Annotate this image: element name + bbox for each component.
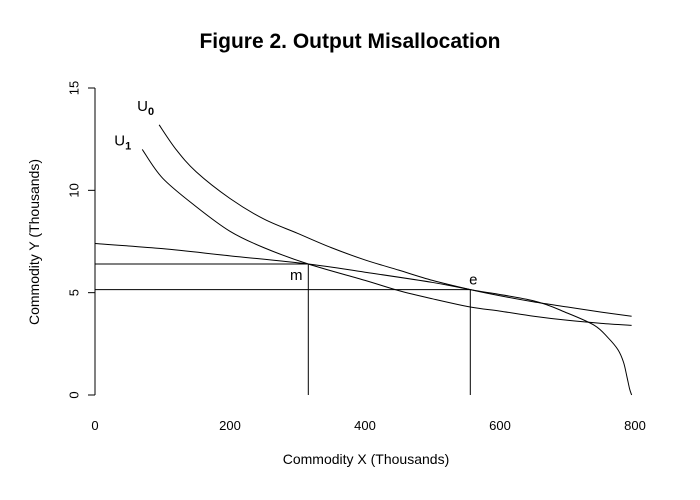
- y-axis-label: Commodity Y (Thousands): [26, 159, 42, 325]
- curve-label-u1: U1: [114, 132, 131, 152]
- point-label-m: m: [290, 267, 303, 284]
- chart-title: Figure 2. Output Misallocation: [199, 30, 501, 53]
- x-tick-label: 400: [354, 418, 376, 433]
- x-tick-label: 600: [489, 418, 511, 433]
- curves: [94, 124, 633, 396]
- y-tick-label: 0: [66, 391, 81, 398]
- point-label-e: e: [469, 272, 477, 289]
- y-tick-label: 15: [66, 81, 81, 95]
- x-axis: 0 200 400 600 800: [91, 418, 645, 433]
- x-tick-label: 800: [624, 418, 646, 433]
- x-tick-label: 0: [91, 418, 98, 433]
- y-tick-label: 5: [66, 289, 81, 296]
- y-tick-label: 10: [66, 183, 81, 197]
- x-tick-label: 200: [219, 418, 241, 433]
- indifference-curve-u0: [158, 124, 632, 317]
- curve-label-u0: U0: [137, 98, 154, 118]
- production-possibility-curve: [94, 243, 633, 396]
- y-axis: 0 5 10 15: [66, 81, 96, 399]
- x-axis-label: Commodity X (Thousands): [282, 451, 450, 467]
- indifference-curve-u1: [141, 149, 632, 326]
- curve-labels: U0 U1: [114, 98, 154, 153]
- guide-lines: [95, 263, 471, 395]
